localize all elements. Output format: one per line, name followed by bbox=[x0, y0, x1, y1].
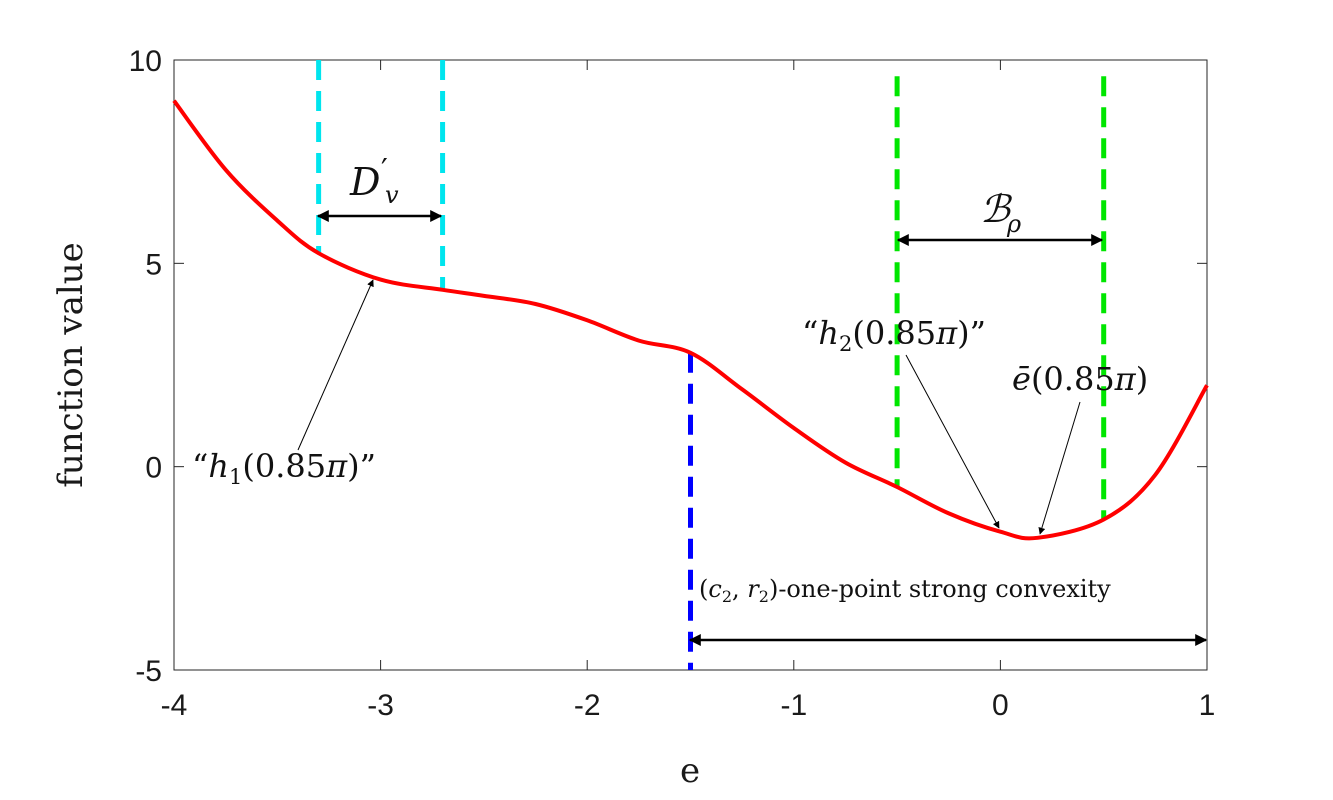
series-line bbox=[172, 99, 1209, 541]
x-tick-label: -4 bbox=[161, 689, 188, 722]
x-tick-label: -2 bbox=[574, 689, 601, 722]
y-tick-label: 5 bbox=[145, 248, 162, 281]
b-rho-subscript: ρ bbox=[1006, 210, 1021, 238]
h2-annotation: “h2(0.85π)” bbox=[802, 314, 1000, 529]
y-tick-label: 10 bbox=[129, 45, 162, 78]
x-tick-label: 1 bbox=[1199, 689, 1216, 722]
x-tick-label: 0 bbox=[992, 689, 1009, 722]
h1-annotation: “h1(0.85π)” bbox=[192, 279, 376, 489]
dv-interval-annotation: D ′ v bbox=[316, 153, 443, 222]
y-tick-label: 0 bbox=[145, 452, 162, 485]
y-axis-label: function value bbox=[51, 242, 91, 488]
h1-label: “h1(0.85π)” bbox=[192, 447, 376, 489]
e-bar-annotation: ē(0.85π) bbox=[1012, 360, 1148, 535]
e-bar-arrow bbox=[1038, 401, 1081, 535]
y-tick-label: -5 bbox=[135, 655, 162, 688]
x-tick-label: -3 bbox=[367, 689, 394, 722]
series-layer bbox=[172, 99, 1209, 541]
dv-prime: ′ bbox=[381, 153, 388, 188]
b-rho-label: ℬ bbox=[980, 187, 1013, 231]
x-axis-label: e bbox=[680, 751, 700, 791]
dv-label: D bbox=[349, 160, 380, 204]
b-rho-interval-annotation: ℬ ρ bbox=[896, 187, 1104, 246]
h2-arrow bbox=[905, 354, 1000, 529]
h2-label: “h2(0.85π)” bbox=[802, 314, 986, 356]
axis-ticks: -4 -3 -2 -1 0 1 -5 0 5 10 bbox=[129, 45, 1216, 722]
dv-subscript: v bbox=[385, 181, 399, 209]
vertical-dashed-lines bbox=[316, 60, 1107, 670]
h1-arrow bbox=[297, 279, 374, 451]
x-tick-label: -1 bbox=[780, 689, 807, 722]
e-bar-label: ē(0.85π) bbox=[1012, 360, 1148, 398]
